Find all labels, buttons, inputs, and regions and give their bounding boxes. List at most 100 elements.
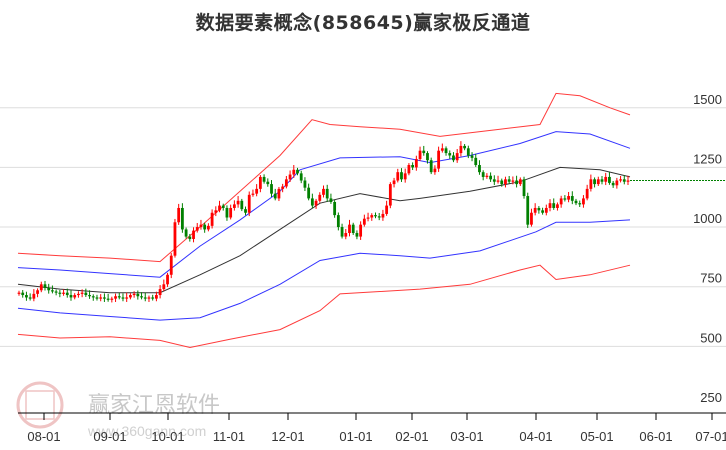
candle-body (433, 168, 437, 173)
candle-body (322, 188, 325, 195)
watermark-url: www.360gann.com (87, 423, 206, 439)
candle-body (62, 292, 65, 294)
candle-body (348, 224, 351, 234)
candle-body (158, 289, 162, 296)
candle-body (556, 204, 559, 208)
candle-body (129, 295, 132, 298)
candle-body (188, 236, 192, 239)
candle-body (355, 233, 359, 237)
candles (17, 141, 630, 303)
candle-body (541, 210, 544, 213)
candle-body (296, 169, 299, 174)
candle-body (466, 148, 470, 156)
candle-body (281, 186, 285, 189)
lower-outer-band (17, 264, 631, 349)
candle-body (80, 292, 84, 294)
candle-body (596, 179, 600, 185)
candle-body (299, 173, 303, 181)
candle-body (585, 188, 589, 199)
x-tick-label: 03-01 (450, 429, 483, 444)
x-tick-label: 05-01 (580, 429, 613, 444)
candle-body (273, 193, 277, 199)
x-tick-label: 12-01 (271, 429, 304, 444)
candle-body (43, 284, 47, 288)
candle-body (314, 200, 318, 206)
candle-body (396, 172, 400, 181)
candle-body (485, 175, 489, 177)
candle-body (21, 292, 25, 296)
candle-body (422, 150, 426, 154)
candle-body (489, 175, 493, 180)
candle-body (548, 203, 552, 208)
candle-body (362, 218, 366, 225)
candle-body (247, 194, 251, 213)
candle-body (169, 255, 173, 275)
candle-body (559, 198, 563, 205)
candle-body (117, 296, 121, 298)
candle-body (478, 165, 481, 173)
candle-body (54, 291, 58, 293)
candle-body (533, 207, 537, 213)
candle-body (210, 212, 214, 226)
candle-body (392, 180, 396, 185)
candle-body (452, 155, 455, 161)
candle-body (567, 196, 570, 200)
y-tick-label: 500 (700, 330, 722, 345)
candle-body (437, 150, 441, 169)
candle-body (381, 213, 385, 218)
candle-body (411, 165, 415, 168)
candle-body (344, 233, 348, 237)
candle-body (255, 188, 259, 194)
candle-body (192, 230, 195, 239)
x-tick-label: 06-01 (639, 429, 672, 444)
candle-body (303, 180, 307, 188)
candle-body (600, 179, 604, 182)
candle-body (58, 292, 62, 294)
x-tick-label: 08-01 (27, 429, 60, 444)
candle-body (336, 215, 340, 228)
candle-body (366, 217, 370, 219)
candle-body (162, 284, 166, 290)
candle-body (426, 153, 429, 161)
candle-body (140, 296, 143, 298)
candle-body (121, 297, 125, 299)
x-axis: 08-01 09-01 10-01 11-01 12-01 01-01 02-01 03-01… (18, 412, 726, 444)
candle-body (385, 205, 389, 214)
candle-body (340, 227, 344, 237)
candle-body (615, 180, 619, 186)
candle-body (518, 179, 522, 185)
candle-body (236, 200, 240, 205)
candle-body (578, 203, 582, 205)
lower-inner-band (17, 219, 631, 321)
candle-body (284, 179, 288, 187)
candle-body (132, 293, 136, 296)
candle-body (218, 205, 221, 211)
candle-body (99, 297, 103, 299)
candle-body (507, 179, 511, 182)
seal-icon (16, 381, 64, 429)
candle-body (270, 184, 273, 194)
candle-body (136, 293, 140, 297)
candle-body (310, 198, 314, 206)
candle-body (470, 155, 474, 158)
candle-body (177, 207, 181, 223)
candle-body (277, 188, 281, 199)
x-tick-label: 04-01 (519, 429, 552, 444)
candle-body (370, 215, 374, 218)
x-tick-label: 02-01 (395, 429, 428, 444)
candle-body (32, 293, 36, 299)
y-tick-label: 750 (700, 271, 722, 286)
candle-body (359, 224, 363, 237)
upper-inner-band (17, 131, 631, 278)
candle-body (244, 209, 247, 213)
candle-body (28, 297, 32, 299)
x-tick-label: 01-01 (339, 429, 372, 444)
candle-body (622, 179, 626, 182)
candle-body (147, 297, 151, 299)
candle-body (582, 198, 585, 205)
candle-body (515, 180, 518, 185)
candle-body (619, 179, 622, 181)
candle-body (151, 297, 155, 299)
candle-body (400, 172, 403, 180)
candle-body (563, 198, 567, 200)
